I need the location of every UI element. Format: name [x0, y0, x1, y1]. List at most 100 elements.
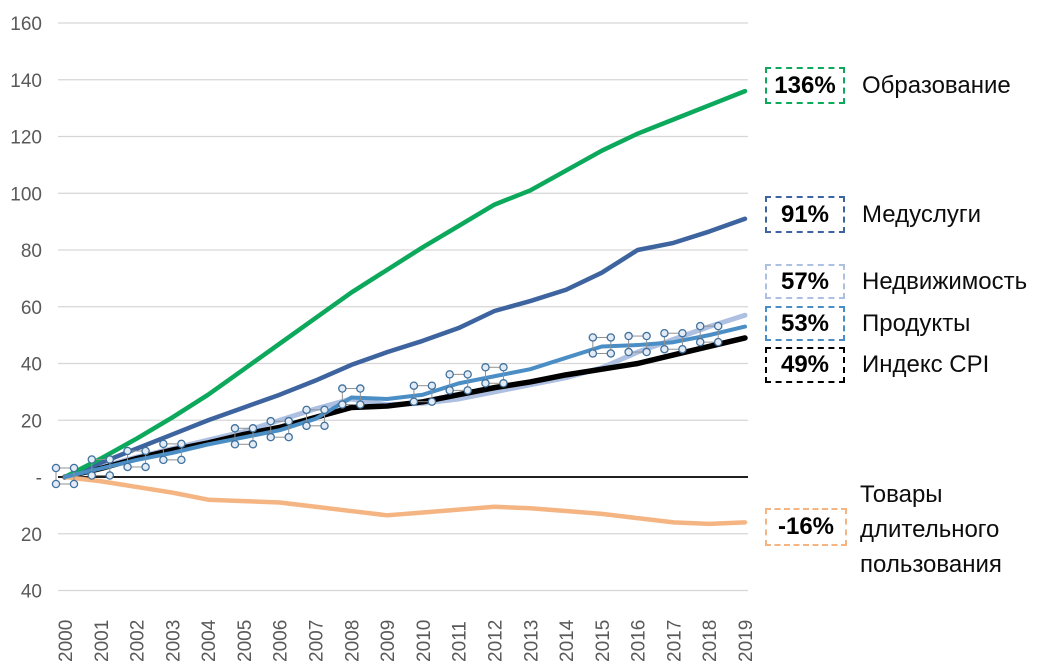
y-axis-tick-label: 100: [10, 184, 42, 205]
selection-handle-point[interactable]: [105, 455, 115, 464]
selection-handle-point[interactable]: [141, 446, 150, 456]
series-line-cpi[interactable]: [62, 335, 748, 480]
selection-handle-point[interactable]: [177, 455, 186, 465]
series-line-durables[interactable]: [62, 474, 748, 527]
selection-handle-point[interactable]: [427, 381, 437, 390]
selection-handle-point[interactable]: [248, 440, 258, 449]
selection-handle-point[interactable]: [678, 344, 687, 354]
selection-handle-point[interactable]: [356, 384, 365, 393]
selection-handle-box[interactable]: [699, 325, 719, 343]
selection-handle-box[interactable]: [484, 366, 504, 384]
selection-handle-point[interactable]: [302, 421, 311, 431]
selection-handle-point[interactable]: [499, 363, 508, 372]
selection-handle-point[interactable]: [660, 344, 669, 354]
selection-handle-point[interactable]: [588, 333, 598, 342]
selection-handle-box[interactable]: [162, 443, 182, 461]
selection-handle-box[interactable]: [341, 388, 361, 406]
selection-handle-point[interactable]: [678, 328, 687, 338]
selection-handle-point[interactable]: [69, 463, 79, 473]
selection-handle-point[interactable]: [481, 379, 490, 388]
selection-handle-point[interactable]: [624, 331, 633, 341]
selection-handle-point[interactable]: [695, 337, 705, 347]
selection-handle-point[interactable]: [159, 455, 168, 465]
selection-handle-box[interactable]: [628, 335, 648, 353]
y-axis-tick-label: -: [36, 468, 42, 489]
selection-handle-point[interactable]: [284, 432, 293, 442]
selection-handle-point[interactable]: [177, 439, 186, 449]
selection-handle-point[interactable]: [427, 397, 437, 406]
selection-handle-point[interactable]: [87, 471, 97, 480]
series-line-products[interactable]: [63, 324, 747, 479]
x-axis-year-label: 2002: [128, 620, 149, 662]
selection-handle-point[interactable]: [266, 432, 275, 442]
callout-box-products[interactable]: 53%: [765, 306, 845, 341]
selection-handle-point[interactable]: [159, 439, 168, 449]
selection-handle-point[interactable]: [338, 400, 347, 409]
x-axis-year-label: 2007: [307, 620, 328, 662]
selection-handle-point[interactable]: [713, 321, 723, 331]
selection-handle-point[interactable]: [445, 386, 454, 395]
selection-handle-point[interactable]: [588, 349, 598, 358]
selection-handle-point[interactable]: [409, 397, 419, 406]
selection-handle-point[interactable]: [302, 405, 311, 415]
selection-handle-box[interactable]: [55, 467, 75, 485]
selection-handle-point[interactable]: [69, 479, 79, 489]
y-axis-tick-label: 20: [21, 411, 42, 432]
legend-label-education: Образование: [862, 71, 1011, 99]
x-axis-year-label: 2006: [271, 620, 292, 662]
selection-handle-point[interactable]: [266, 416, 275, 426]
selection-handle-box[interactable]: [127, 450, 147, 468]
selection-handle-box[interactable]: [449, 373, 469, 391]
selection-handle-point[interactable]: [606, 349, 616, 358]
callout-box-cpi[interactable]: 49%: [765, 347, 845, 383]
selection-handle-point[interactable]: [642, 347, 651, 357]
selection-handle-point[interactable]: [230, 440, 240, 449]
selection-handle-point[interactable]: [320, 405, 329, 415]
selection-handle-box[interactable]: [663, 332, 683, 350]
callout-box-durables[interactable]: -16%: [765, 508, 847, 546]
selection-handle-point[interactable]: [463, 370, 472, 379]
selection-handle-point[interactable]: [642, 331, 651, 341]
x-axis-year-label: 2000: [56, 620, 77, 662]
x-axis-year-label: 2017: [664, 620, 685, 662]
selection-handle-box[interactable]: [306, 409, 326, 427]
selection-handle-point[interactable]: [105, 471, 115, 480]
selection-handle-point[interactable]: [87, 455, 97, 464]
selection-handle-point[interactable]: [499, 379, 508, 388]
callout-box-medical[interactable]: 91%: [765, 196, 845, 233]
selection-handle-point[interactable]: [695, 321, 705, 331]
selection-handle-point[interactable]: [356, 400, 365, 409]
selection-handle-point[interactable]: [123, 462, 132, 472]
selection-handle-point[interactable]: [141, 462, 150, 472]
series-line-medical[interactable]: [62, 216, 748, 480]
callout-box-education[interactable]: 136%: [765, 67, 845, 104]
y-axis-tick-label: 40: [21, 355, 42, 376]
selection-handle-point[interactable]: [463, 386, 472, 395]
selection-handle-point[interactable]: [123, 446, 132, 456]
selection-handle-point[interactable]: [445, 370, 454, 379]
selection-handle-box[interactable]: [234, 427, 254, 445]
selection-handle-point[interactable]: [606, 333, 616, 342]
selection-handle-point[interactable]: [338, 384, 347, 393]
selection-handle-point[interactable]: [248, 424, 258, 433]
selection-handle-point[interactable]: [51, 463, 61, 473]
selection-handle-point[interactable]: [320, 421, 329, 431]
callout-value: 136%: [774, 71, 836, 99]
selection-handle-point[interactable]: [409, 381, 419, 390]
x-axis-year-label: 2014: [557, 619, 578, 662]
selection-handle-point[interactable]: [51, 479, 61, 489]
x-axis-year-label: 2015: [593, 620, 614, 662]
series-line-education[interactable]: [62, 88, 748, 480]
selection-handle-point[interactable]: [624, 347, 633, 357]
callout-box-realestate[interactable]: 57%: [765, 264, 845, 299]
selection-handle-point[interactable]: [230, 424, 240, 433]
selection-handle-point[interactable]: [284, 416, 293, 426]
y-axis-tick-label: 160: [10, 14, 42, 35]
selection-handle-box[interactable]: [413, 385, 433, 403]
selection-handle-point[interactable]: [713, 337, 723, 347]
selection-handle-box[interactable]: [91, 458, 111, 476]
selection-handle-box[interactable]: [270, 420, 290, 438]
selection-handle-point[interactable]: [481, 363, 490, 372]
selection-handle-box[interactable]: [592, 336, 612, 354]
selection-handle-point[interactable]: [660, 328, 669, 338]
